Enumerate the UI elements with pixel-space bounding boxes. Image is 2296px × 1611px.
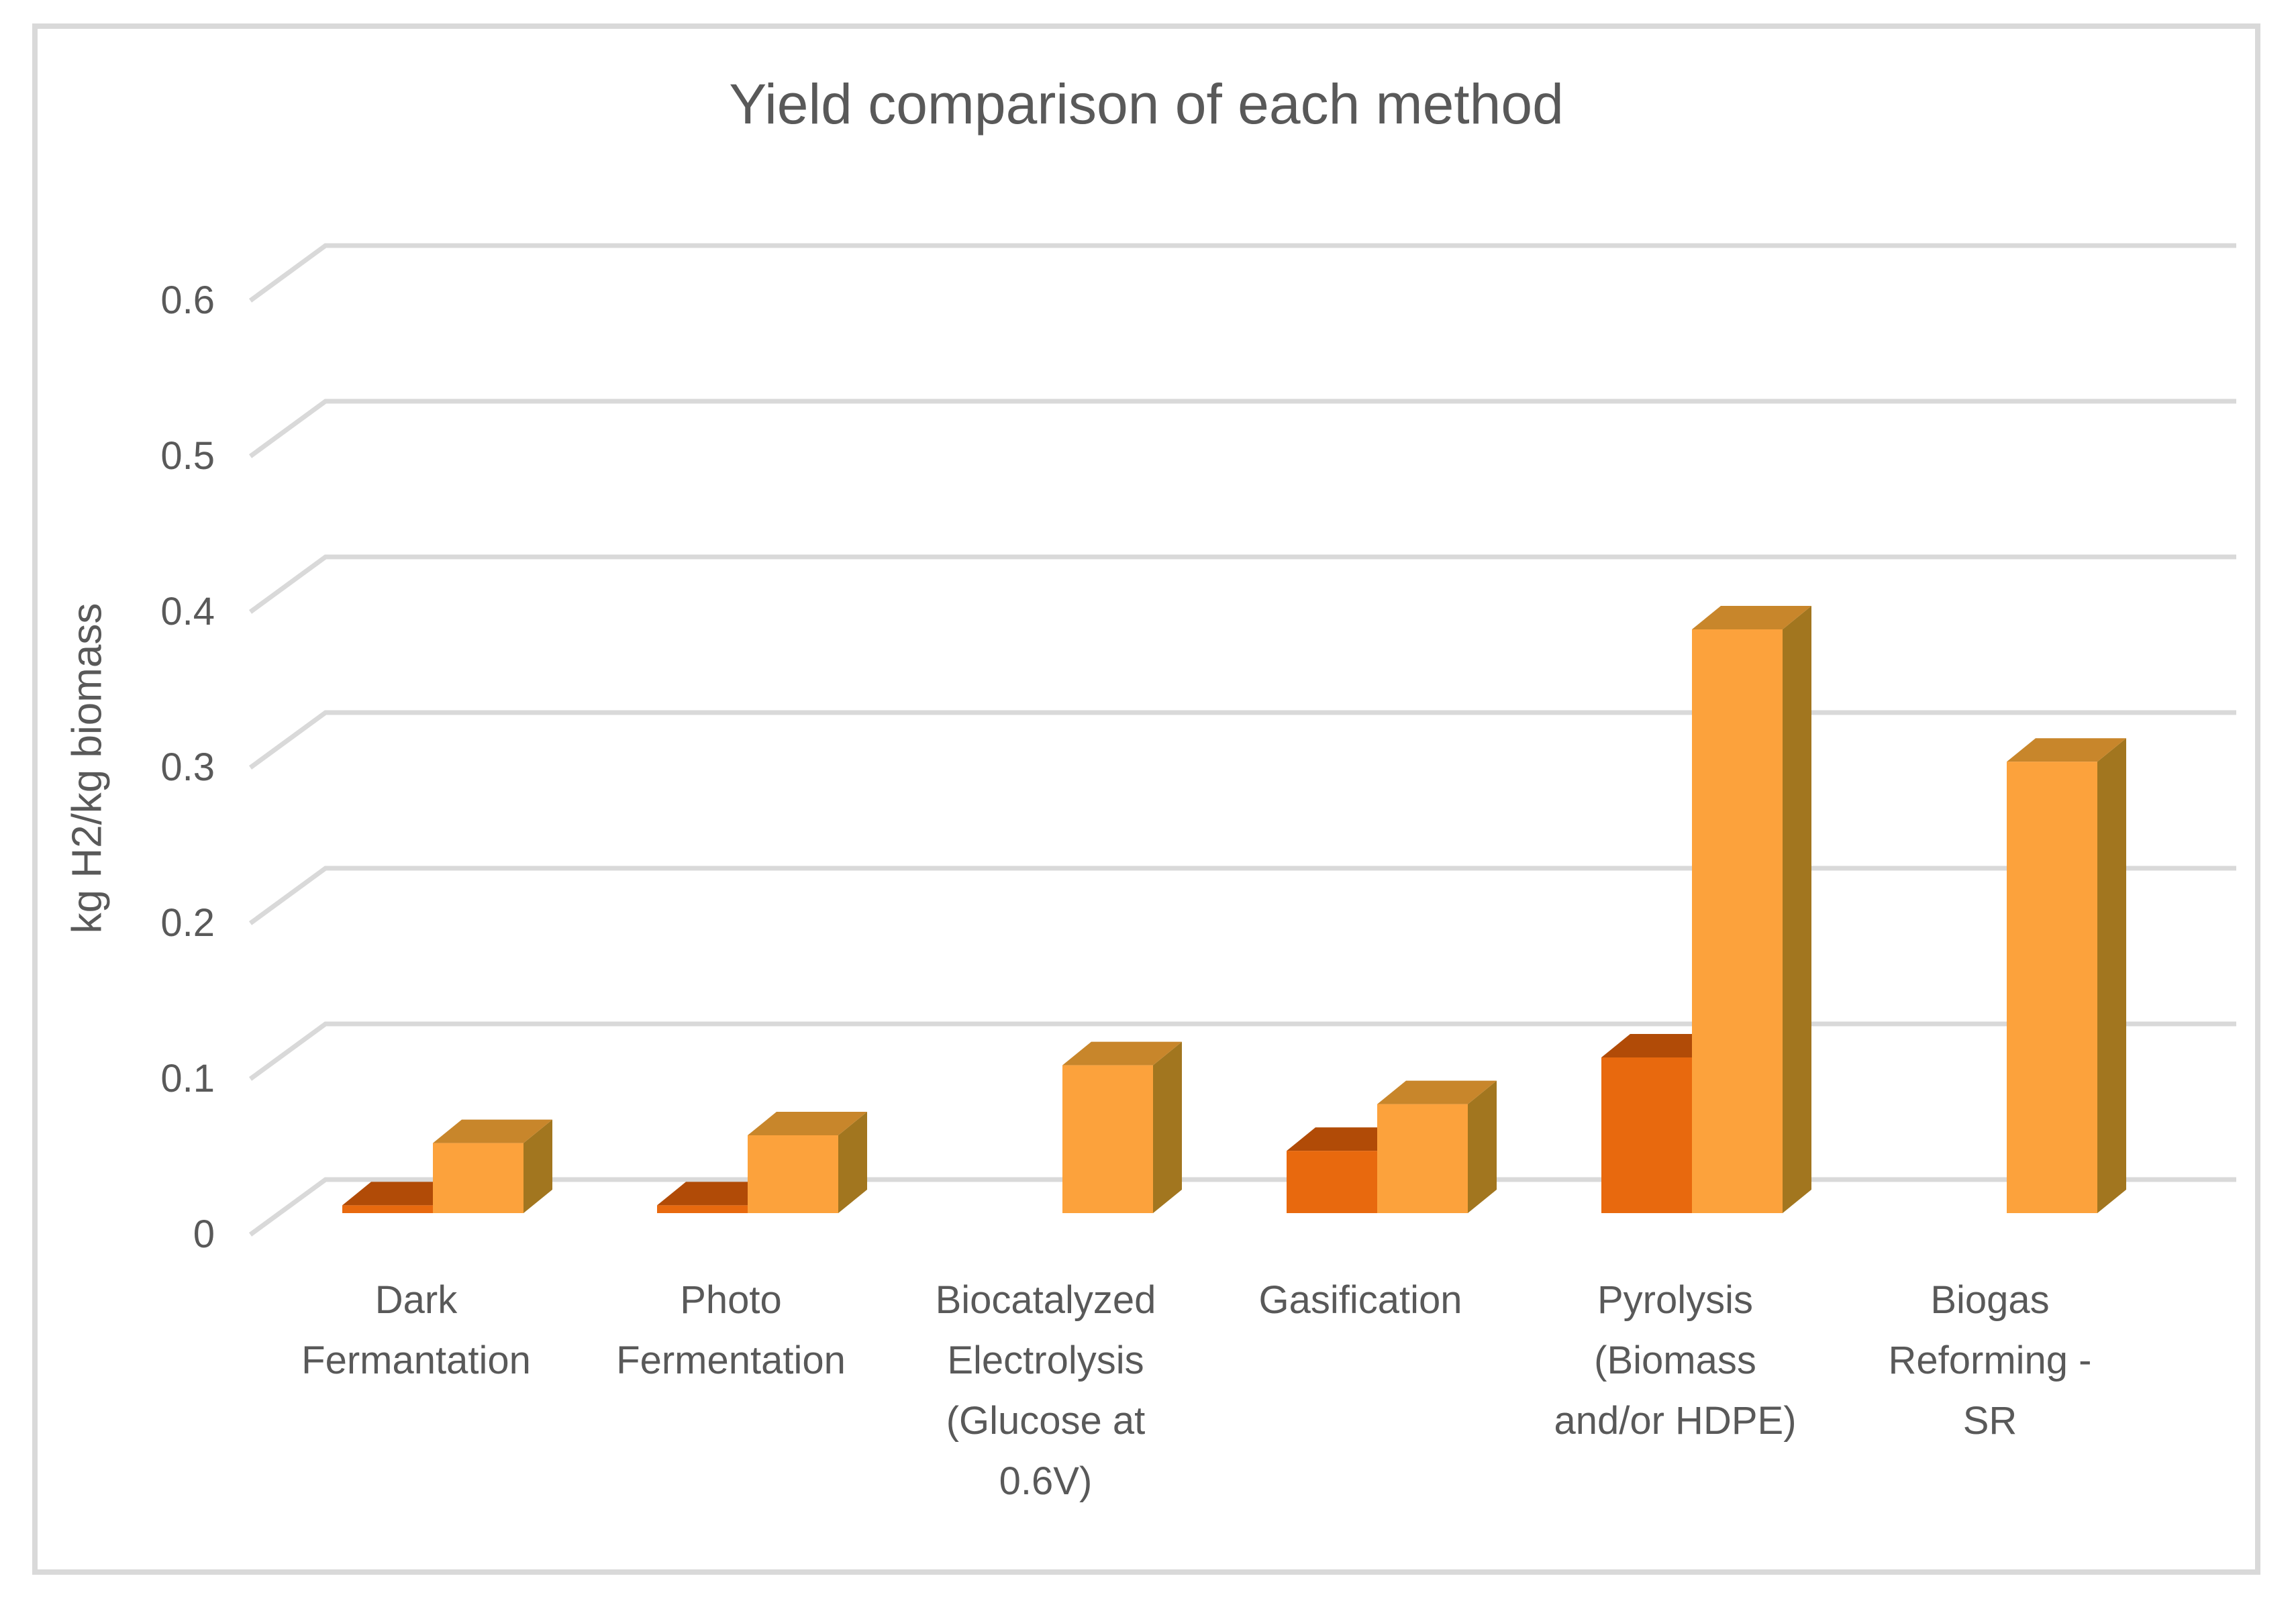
bar-1-series-2-back (433, 1119, 552, 1213)
bar-top-face (1062, 1041, 1182, 1066)
gridline-y-0.5 (248, 399, 2236, 458)
gridline-y-0.2 (248, 866, 2236, 925)
x-category-label-2: Photo Fermentation (616, 1278, 846, 1382)
bar-front-face (433, 1143, 523, 1213)
y-tick-label-0.4: 0.4 (160, 590, 215, 633)
gridline-y-0.3 (248, 710, 2236, 770)
bar-front-face (342, 1205, 433, 1213)
x-category-label-5: Pyrolysis (Biomass and/or HDPE) (1554, 1278, 1797, 1443)
bar-top-face (748, 1112, 867, 1135)
bar-front-face (1601, 1057, 1692, 1213)
gridline-y-0.4 (248, 554, 2236, 614)
y-tick-label-0.2: 0.2 (160, 901, 215, 945)
y-tick-label-0.1: 0.1 (160, 1057, 215, 1100)
y-tick-label-0: 0 (193, 1212, 215, 1256)
bar-top-face (1287, 1127, 1406, 1151)
bar-side-face (2097, 738, 2126, 1213)
bar-front-face (1062, 1065, 1153, 1213)
bar-front-face (2007, 762, 2097, 1213)
x-category-label-3: Biocatalyzed Electrolysis (Glucose at 0.… (935, 1278, 1156, 1503)
bar-4-series-2-back (1377, 1080, 1497, 1213)
bar-front-face (1287, 1151, 1377, 1213)
bar-side-face (523, 1119, 552, 1213)
gridline-y-0.6 (248, 243, 2236, 303)
chart-border-frame (32, 23, 2260, 1575)
bar-side-face (838, 1112, 867, 1213)
y-tick-label-0.6: 0.6 (160, 278, 215, 322)
bar-6-series-2-back (2007, 738, 2126, 1213)
gridline-y-0.1 (248, 1021, 2236, 1081)
bar-side-face (1468, 1080, 1497, 1213)
x-category-label-1: Dark Fermantation (301, 1278, 531, 1382)
bar-2-series-2-back (748, 1112, 867, 1213)
chart-title: Yield comparison of each method (729, 72, 1564, 136)
bar-top-face (1377, 1080, 1497, 1104)
y-tick-label-0.5: 0.5 (160, 434, 215, 478)
gridline-y-0 (248, 1177, 2236, 1237)
y-tick-label-0.3: 0.3 (160, 745, 215, 789)
bar-front-face (657, 1205, 748, 1213)
bar-top-face (657, 1182, 777, 1206)
bar-top-face (1692, 606, 1811, 629)
bar-top-face (1601, 1034, 1721, 1057)
bar-3-series-2-back (1062, 1041, 1182, 1213)
bar-top-face (2007, 738, 2126, 762)
bar-top-face (342, 1182, 462, 1206)
bar-front-face (1377, 1104, 1468, 1213)
bar-side-face (1783, 606, 1811, 1213)
x-category-label-4: Gasification (1258, 1278, 1462, 1322)
bar-front-face (748, 1135, 838, 1213)
bar-5-series-2-back (1692, 606, 1811, 1213)
bar-front-face (1692, 629, 1783, 1213)
bar-side-face (1153, 1041, 1182, 1213)
bar-top-face (433, 1119, 552, 1143)
x-category-label-6: Biogas Reforming - SR (1888, 1278, 2092, 1443)
